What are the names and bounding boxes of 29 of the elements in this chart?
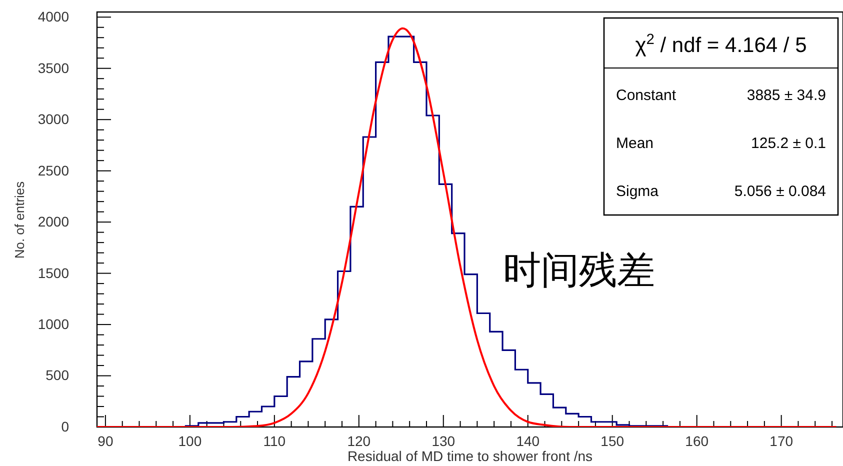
x-tick-label: 100 <box>178 432 202 449</box>
annotation: 时间残差 <box>503 250 655 292</box>
y-tick-label: 3500 <box>38 60 70 76</box>
line-series <box>97 27 838 427</box>
annotation: 3885 ± 34.9 <box>746 87 826 104</box>
y-tick-label: 2500 <box>38 162 70 178</box>
x-tick-label: 160 <box>685 432 709 449</box>
x-tick-label: 130 <box>432 432 456 449</box>
y-tick-label: 3000 <box>38 111 70 128</box>
y-tick-label: 2000 <box>38 214 70 230</box>
x-tick-label: 110 <box>263 432 286 449</box>
y-axis-title: No. of entries <box>12 180 27 259</box>
y-tick-label: 500 <box>46 367 70 384</box>
x-axis-title: Residual of MD time to shower front /ns <box>347 448 593 464</box>
x-tick-label: 140 <box>516 432 540 449</box>
x-tick-label: 170 <box>770 432 794 449</box>
x-tick-label: 120 <box>347 432 371 449</box>
annotation: Constant <box>616 87 677 104</box>
y-tick-label: 1500 <box>38 264 70 281</box>
y-tick-label: 0 <box>61 418 70 434</box>
annotation: Mean <box>616 135 654 152</box>
annotation: 5.056 ± 0.084 <box>734 183 826 200</box>
x-tick-label: 150 <box>600 432 624 449</box>
y-tick-label: 1000 <box>38 316 70 332</box>
y-tick-label: 4000 <box>38 8 70 25</box>
annotation: 125.2 ± 0.1 <box>751 135 826 152</box>
annotation: χ$^{2}$ / ndf = 4.164 / 5 <box>635 32 807 57</box>
x-tick-label: 90 <box>98 432 114 449</box>
annotation: Sigma <box>616 183 660 200</box>
